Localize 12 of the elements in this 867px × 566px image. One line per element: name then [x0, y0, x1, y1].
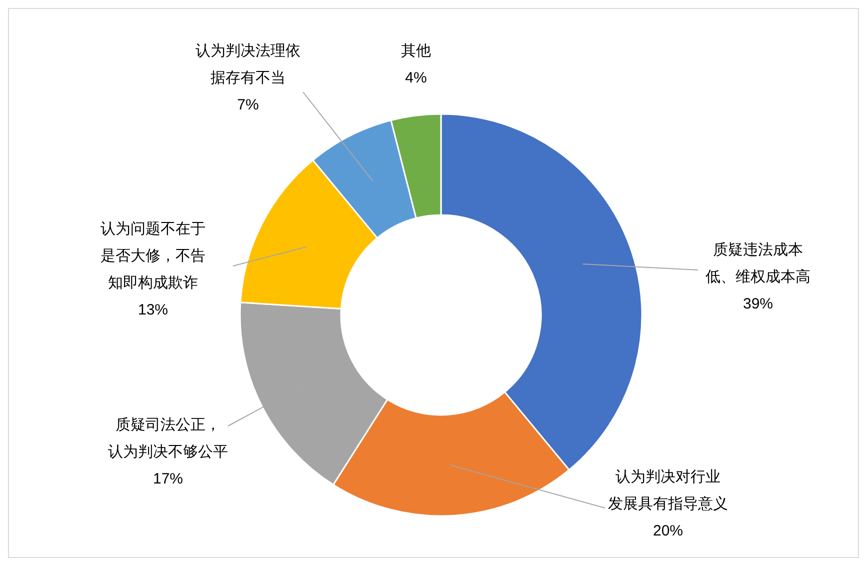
data-label: 4%	[405, 69, 427, 86]
data-label: 17%	[152, 470, 184, 488]
slice-label: 认为判决对行业发展具有指导意义	[608, 468, 728, 512]
slice-label: 认为判决法理依据存有不当	[196, 42, 300, 86]
slice-label: 质疑司法公正，认为判决不够公平	[108, 416, 228, 460]
slice-label: 其他	[401, 42, 431, 60]
data-label: 13%	[138, 301, 168, 318]
data-label: 7%	[237, 96, 259, 114]
slice-label: 质疑违法成本低、维权成本高	[706, 241, 810, 286]
data-label: 39%	[742, 295, 774, 312]
slice-label: 认为问题不在于是否大修，不告知即构成欺诈	[100, 220, 206, 292]
data-label: 20%	[652, 522, 684, 540]
